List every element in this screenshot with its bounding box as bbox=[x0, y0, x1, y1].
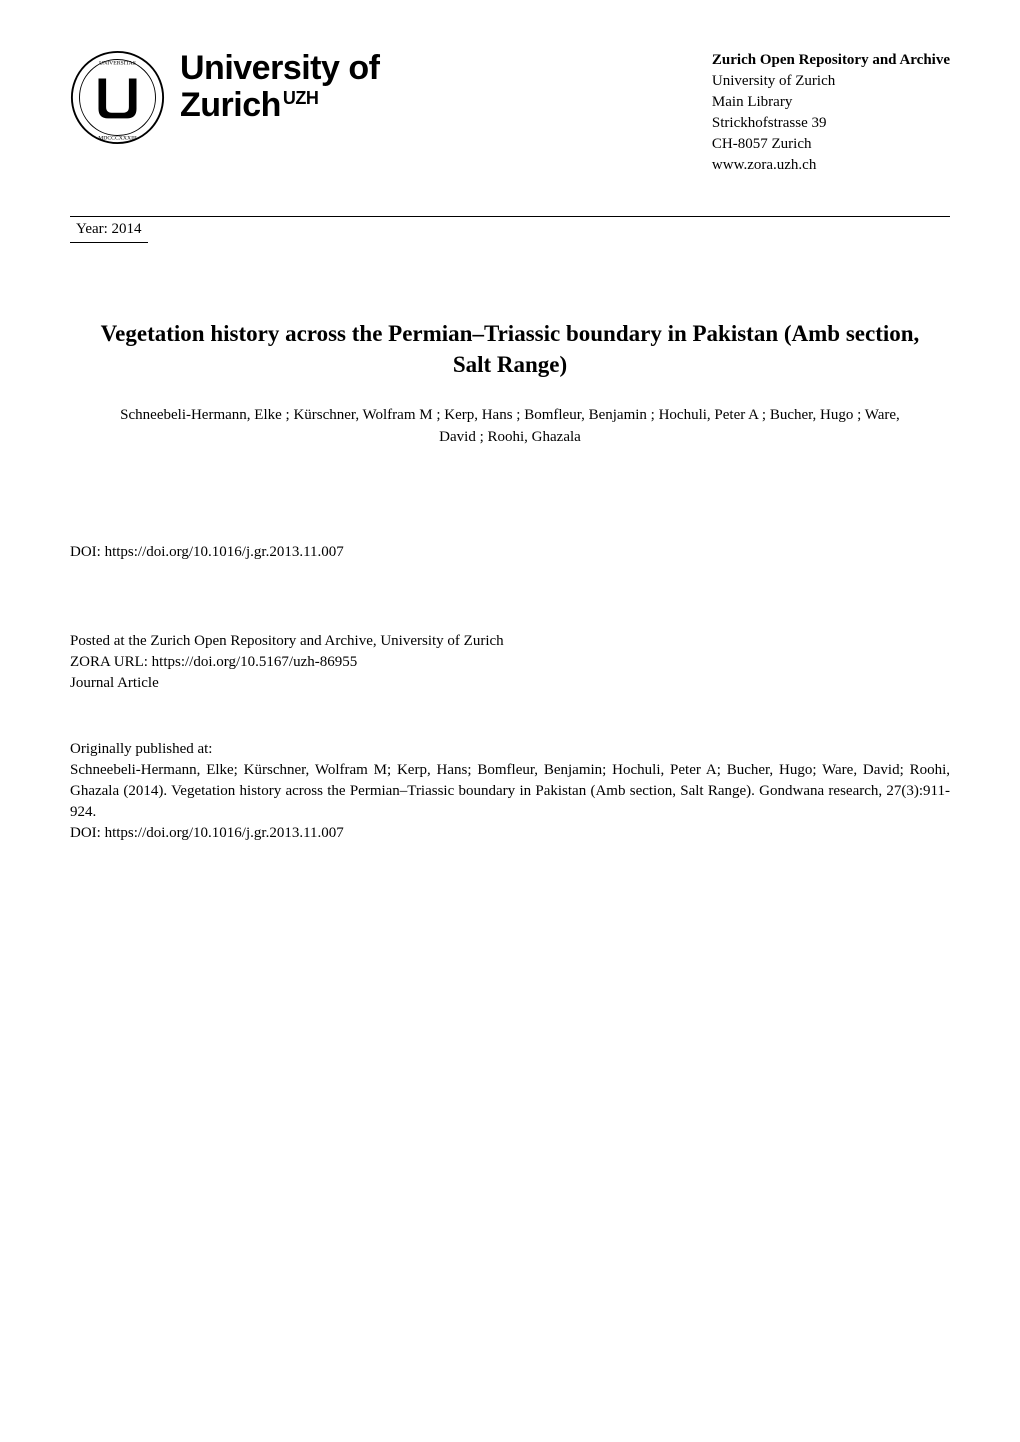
article-type: Journal Article bbox=[70, 673, 950, 694]
repo-address-line: CH-8057 Zurich bbox=[712, 134, 950, 155]
repo-address-line: Main Library bbox=[712, 92, 950, 113]
title-block: Vegetation history across the Permian–Tr… bbox=[70, 318, 950, 449]
university-seal-icon: UNIVERSITAS MDCCCXXXIII bbox=[70, 50, 165, 145]
repo-address-line: Strickhofstrasse 39 bbox=[712, 113, 950, 134]
svg-text:UNIVERSITAS: UNIVERSITAS bbox=[99, 60, 136, 66]
orig-citation: Schneebeli-Hermann, Elke; Kürschner, Wol… bbox=[70, 760, 950, 823]
svg-text:MDCCCXXXIII: MDCCCXXXIII bbox=[98, 135, 137, 141]
repository-info: Zurich Open Repository and Archive Unive… bbox=[712, 50, 950, 176]
orig-doi: DOI: https://doi.org/10.1016/j.gr.2013.1… bbox=[70, 823, 950, 844]
university-sup: UZH bbox=[283, 88, 319, 108]
posted-block: Posted at the Zurich Open Repository and… bbox=[70, 631, 950, 694]
repo-title: Zurich Open Repository and Archive bbox=[712, 50, 950, 71]
horizontal-rule bbox=[70, 216, 950, 217]
authors: Schneebeli-Hermann, Elke ; Kürschner, Wo… bbox=[110, 405, 910, 449]
year-label: Year: 2014 bbox=[70, 217, 148, 243]
university-line2: Zurich bbox=[180, 86, 281, 124]
orig-heading: Originally published at: bbox=[70, 739, 950, 760]
page-header: UNIVERSITAS MDCCCXXXIII University of Zu… bbox=[70, 50, 950, 176]
doi-line: DOI: https://doi.org/10.1016/j.gr.2013.1… bbox=[70, 544, 950, 561]
logo-block: UNIVERSITAS MDCCCXXXIII University of Zu… bbox=[70, 50, 379, 145]
zora-url: ZORA URL: https://doi.org/10.5167/uzh-86… bbox=[70, 652, 950, 673]
repo-url: www.zora.uzh.ch bbox=[712, 155, 950, 176]
university-name: University of ZurichUZH bbox=[180, 50, 379, 125]
originally-published-block: Originally published at: Schneebeli-Herm… bbox=[70, 739, 950, 844]
repo-address-line: University of Zurich bbox=[712, 71, 950, 92]
university-line1: University of bbox=[180, 49, 379, 87]
posted-line: Posted at the Zurich Open Repository and… bbox=[70, 631, 950, 652]
paper-title: Vegetation history across the Permian–Tr… bbox=[80, 318, 940, 380]
